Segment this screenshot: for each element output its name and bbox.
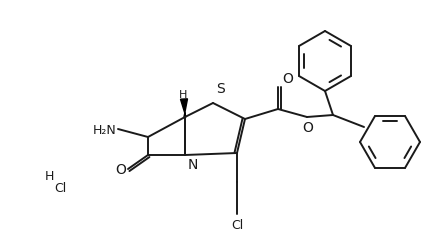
Text: O: O xyxy=(282,72,293,86)
Text: Cl: Cl xyxy=(231,218,243,231)
Text: N: N xyxy=(188,157,198,171)
Text: H₂N: H₂N xyxy=(92,123,116,136)
Text: H: H xyxy=(45,170,54,183)
Text: Cl: Cl xyxy=(54,182,66,195)
Text: S: S xyxy=(216,82,225,96)
Text: H: H xyxy=(179,90,187,100)
Text: O: O xyxy=(115,162,126,176)
Polygon shape xyxy=(181,100,187,117)
Text: O: O xyxy=(302,120,314,134)
